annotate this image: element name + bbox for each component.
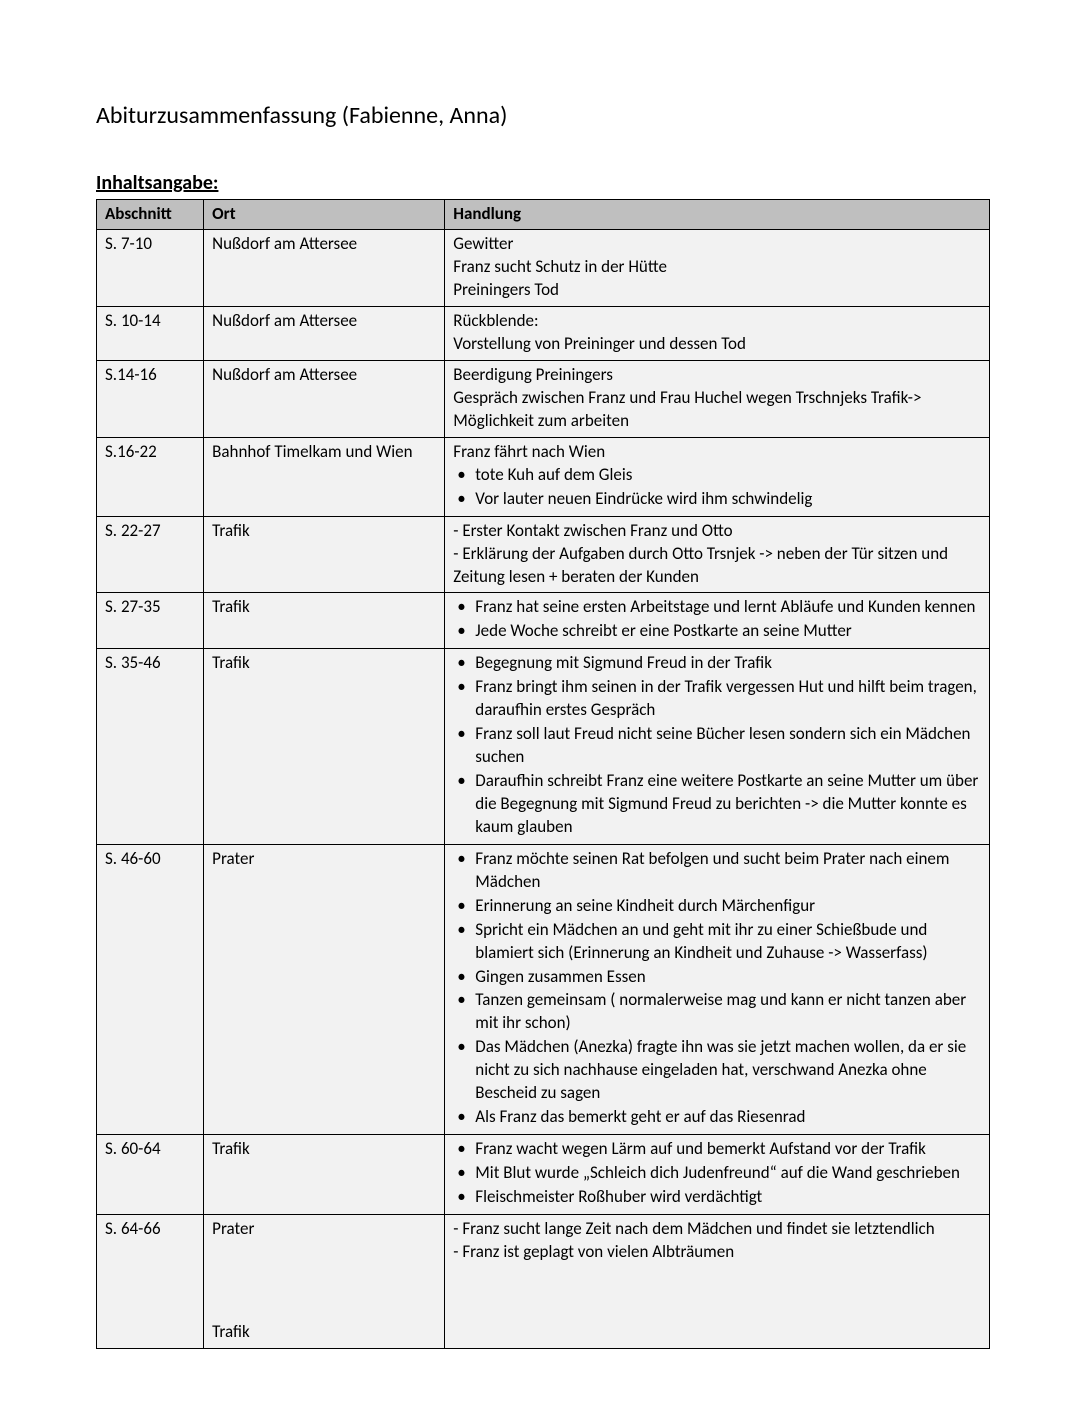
cell-ort: Prater Trafik — [204, 1214, 445, 1348]
cell-ort: Trafik — [204, 593, 445, 649]
content-table: Abschnitt Ort Handlung S. 7-10 Nußdorf a… — [96, 199, 990, 1348]
table-header-row: Abschnitt Ort Handlung — [97, 200, 990, 230]
cell-ort: Prater — [204, 844, 445, 1134]
ort-line: Trafik — [212, 1321, 436, 1344]
cell-handlung: - Erster Kontakt zwischen Franz und Otto… — [445, 516, 990, 593]
handlung-line: Gewitter — [453, 233, 981, 256]
handlung-line: Beerdigung Preiningers — [453, 364, 981, 387]
table-row: S. 10-14 Nußdorf am Attersee Rückblende:… — [97, 307, 990, 361]
cell-ort: Bahnhof Timelkam und Wien — [204, 437, 445, 516]
handlung-line: Vorstellung von Preininger und dessen To… — [453, 333, 981, 356]
handlung-line: Preiningers Tod — [453, 279, 981, 302]
handlung-line: - Erster Kontakt zwischen Franz und Otto — [453, 520, 981, 543]
cell-handlung: Franz möchte seinen Rat befolgen und suc… — [445, 844, 990, 1134]
handlung-line: Franz fährt nach Wien — [453, 441, 981, 464]
handlung-bullet: tote Kuh auf dem Gleis — [453, 464, 981, 487]
cell-handlung: Franz hat seine ersten Arbeitstage und l… — [445, 593, 990, 649]
cell-abschnitt: S. 46-60 — [97, 844, 204, 1134]
table-row: S. 60-64 Trafik Franz wacht wegen Lärm a… — [97, 1135, 990, 1215]
cell-ort: Trafik — [204, 1135, 445, 1215]
handlung-bullet: Franz wacht wegen Lärm auf und bemerkt A… — [453, 1138, 981, 1161]
handlung-list: Franz wacht wegen Lärm auf und bemerkt A… — [453, 1138, 981, 1209]
cell-handlung: Begegnung mit Sigmund Freud in der Trafi… — [445, 649, 990, 845]
spacer — [212, 1241, 436, 1321]
cell-abschnitt: S.16-22 — [97, 437, 204, 516]
cell-abschnitt: S.14-16 — [97, 361, 204, 438]
cell-ort: Nußdorf am Attersee — [204, 361, 445, 438]
col-header-abschnitt: Abschnitt — [97, 200, 204, 230]
cell-abschnitt: S. 60-64 — [97, 1135, 204, 1215]
cell-ort: Trafik — [204, 516, 445, 593]
cell-handlung: Gewitter Franz sucht Schutz in der Hütte… — [445, 230, 990, 307]
cell-abschnitt: S. 10-14 — [97, 307, 204, 361]
handlung-line: Gespräch zwischen Franz und Frau Huchel … — [453, 387, 981, 433]
handlung-line: Franz sucht Schutz in der Hütte — [453, 256, 981, 279]
handlung-bullet: Fleischmeister Roßhuber wird verdächtigt — [453, 1186, 981, 1209]
table-row: S. 22-27 Trafik - Erster Kontakt zwische… — [97, 516, 990, 593]
cell-handlung: Franz wacht wegen Lärm auf und bemerkt A… — [445, 1135, 990, 1215]
cell-ort: Trafik — [204, 649, 445, 845]
handlung-bullet: Vor lauter neuen Eindrücke wird ihm schw… — [453, 488, 981, 511]
handlung-line: - Franz sucht lange Zeit nach dem Mädche… — [453, 1218, 981, 1241]
col-header-handlung: Handlung — [445, 200, 990, 230]
handlung-bullet: Franz hat seine ersten Arbeitstage und l… — [453, 596, 981, 619]
table-row: S.16-22 Bahnhof Timelkam und Wien Franz … — [97, 437, 990, 516]
handlung-bullet: Gingen zusammen Essen — [453, 966, 981, 989]
handlung-list: Franz hat seine ersten Arbeitstage und l… — [453, 596, 981, 643]
handlung-bullet: Das Mädchen (Anezka) fragte ihn was sie … — [453, 1036, 981, 1105]
cell-abschnitt: S. 64-66 — [97, 1214, 204, 1348]
handlung-line: - Erklärung der Aufgaben durch Otto Trsn… — [453, 543, 981, 589]
cell-handlung: Beerdigung Preiningers Gespräch zwischen… — [445, 361, 990, 438]
handlung-bullet: Franz möchte seinen Rat befolgen und suc… — [453, 848, 981, 894]
table-row: S. 7-10 Nußdorf am Attersee Gewitter Fra… — [97, 230, 990, 307]
handlung-line: Rückblende: — [453, 310, 981, 333]
handlung-list: tote Kuh auf dem Gleis Vor lauter neuen … — [453, 464, 981, 511]
table-row: S. 35-46 Trafik Begegnung mit Sigmund Fr… — [97, 649, 990, 845]
handlung-line: - Franz ist geplagt von vielen Albträume… — [453, 1241, 981, 1264]
handlung-bullet: Daraufhin schreibt Franz eine weitere Po… — [453, 770, 981, 839]
cell-handlung: Rückblende: Vorstellung von Preininger u… — [445, 307, 990, 361]
section-heading: Inhaltsangabe: — [96, 170, 990, 197]
handlung-list: Begegnung mit Sigmund Freud in der Trafi… — [453, 652, 981, 839]
table-row: S.14-16 Nußdorf am Attersee Beerdigung P… — [97, 361, 990, 438]
cell-ort: Nußdorf am Attersee — [204, 230, 445, 307]
table-row: S. 64-66 Prater Trafik - Franz sucht lan… — [97, 1214, 990, 1348]
handlung-bullet: Begegnung mit Sigmund Freud in der Trafi… — [453, 652, 981, 675]
handlung-bullet: Franz bringt ihm seinen in der Trafik ve… — [453, 676, 981, 722]
cell-handlung: - Franz sucht lange Zeit nach dem Mädche… — [445, 1214, 990, 1348]
handlung-list: Franz möchte seinen Rat befolgen und suc… — [453, 848, 981, 1129]
handlung-bullet: Als Franz das bemerkt geht er auf das Ri… — [453, 1106, 981, 1129]
handlung-bullet: Tanzen gemeinsam ( normalerweise mag und… — [453, 989, 981, 1035]
handlung-bullet: Jede Woche schreibt er eine Postkarte an… — [453, 620, 981, 643]
table-row: S. 27-35 Trafik Franz hat seine ersten A… — [97, 593, 990, 649]
table-row: S. 46-60 Prater Franz möchte seinen Rat … — [97, 844, 990, 1134]
handlung-bullet: Erinnerung an seine Kindheit durch Märch… — [453, 895, 981, 918]
cell-abschnitt: S. 7-10 — [97, 230, 204, 307]
cell-abschnitt: S. 35-46 — [97, 649, 204, 845]
cell-abschnitt: S. 22-27 — [97, 516, 204, 593]
cell-abschnitt: S. 27-35 — [97, 593, 204, 649]
ort-line: Prater — [212, 1218, 436, 1241]
col-header-ort: Ort — [204, 200, 445, 230]
handlung-bullet: Spricht ein Mädchen an und geht mit ihr … — [453, 919, 981, 965]
handlung-bullet: Mit Blut wurde „Schleich dich Judenfreun… — [453, 1162, 981, 1185]
cell-handlung: Franz fährt nach Wien tote Kuh auf dem G… — [445, 437, 990, 516]
document-title: Abiturzusammenfassung (Fabienne, Anna) — [96, 100, 990, 132]
cell-ort: Nußdorf am Attersee — [204, 307, 445, 361]
handlung-bullet: Franz soll laut Freud nicht seine Bücher… — [453, 723, 981, 769]
